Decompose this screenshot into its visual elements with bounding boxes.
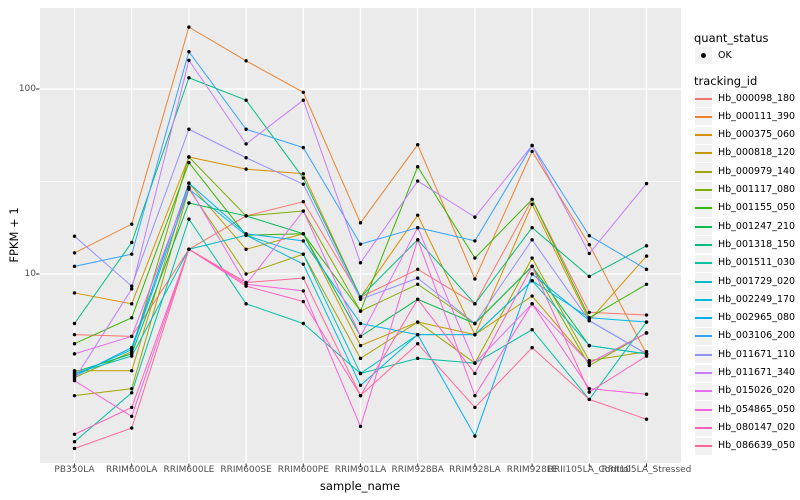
legend-line-icon: [695, 262, 712, 265]
x-tick-label-RRII105LA_Stressed: RRII105LA_Stressed: [601, 465, 692, 475]
legend-line-icon: [695, 335, 712, 338]
legend-label-Hb_002249_170: Hb_002249_170: [718, 293, 796, 305]
legend-key-Hb_001729_020: [695, 273, 712, 290]
ok-point-icon: [701, 53, 706, 58]
legend-key-Hb_001247_210: [695, 218, 712, 236]
legend-line-icon: [695, 189, 712, 191]
y-tick-label-10: 10: [24, 269, 36, 279]
legend-label-Hb_011671_340: Hb_011671_340: [718, 367, 796, 378]
legend-label-Hb_000111_390: Hb_000111_390: [718, 110, 796, 122]
legend-label-Hb_002965_080: Hb_002965_080: [718, 312, 796, 324]
legend-label-ok: OK: [718, 49, 732, 61]
legend-key-Hb_001511_030: [695, 254, 712, 272]
legend-title-tracking-id: tracking_id: [694, 74, 758, 88]
x-tick-label-RRIM600SE: RRIM600SE: [220, 465, 272, 475]
legend-key-ok: [695, 47, 712, 64]
legend-key-Hb_001318_150: [695, 236, 712, 254]
legend-line-icon: [695, 97, 712, 100]
legend-label-Hb_000979_140: Hb_000979_140: [718, 165, 796, 177]
y-tick-label-100: 100: [18, 84, 36, 94]
legend-line-icon: [695, 372, 712, 374]
legend-line-icon: [695, 243, 712, 246]
legend-line-icon: [695, 134, 712, 137]
legend-line-icon: [695, 298, 712, 301]
x-tick-label-RRII105LA_Control: RRII105LA_Control: [547, 465, 631, 475]
legend-key-Hb_001155_050: [695, 199, 712, 217]
x-tick-label-RRIM928BA: RRIM928BA: [391, 465, 444, 475]
legend-label-Hb_001117_080: Hb_001117_080: [718, 184, 796, 195]
legend-line-icon: [695, 317, 712, 320]
legend-key-Hb_011671_340: [695, 364, 712, 382]
legend-key-Hb_015026_020: [695, 382, 712, 400]
legend-label-Hb_086639_050: Hb_086639_050: [718, 440, 796, 452]
legend-label-Hb_001247_210: Hb_001247_210: [718, 220, 796, 232]
legend-label-Hb_001155_050: Hb_001155_050: [718, 202, 796, 214]
x-axis-title: sample_name: [319, 479, 401, 493]
legend-label-Hb_000098_180: Hb_000098_180: [718, 92, 796, 104]
legend-label-Hb_001729_020: Hb_001729_020: [718, 275, 796, 287]
legend-line-icon: [695, 225, 712, 228]
legend-key-Hb_000375_060: [695, 126, 712, 144]
legend-line-icon: [695, 170, 712, 173]
legend-key-Hb_003106_200: [695, 327, 712, 345]
legend-line-icon: [695, 445, 712, 448]
x-tick-label-RRIM600LA: RRIM600LA: [105, 465, 158, 475]
legend-line-icon: [695, 353, 712, 356]
legend-key-Hb_001117_080: [695, 181, 712, 199]
legend-label-Hb_001511_030: Hb_001511_030: [718, 257, 796, 269]
legend-line-icon: [695, 152, 712, 155]
legend-label-Hb_015026_020: Hb_015026_020: [718, 385, 796, 397]
x-tick-label-RRIM928LE: RRIM928LE: [506, 465, 558, 475]
legend-line-icon: [695, 207, 712, 210]
legend-line-icon: [695, 390, 712, 393]
legend-key-Hb_000818_120: [695, 144, 712, 162]
legend-label-Hb_003106_200: Hb_003106_200: [718, 330, 796, 342]
legend-line-icon: [695, 426, 712, 429]
legend-key-Hb_086639_050: [695, 437, 712, 455]
x-tick-label-RRIM928LA: RRIM928LA: [449, 465, 501, 475]
plot-panel: [40, 8, 681, 463]
x-tick-label-RRIM901LA: RRIM901LA: [334, 465, 387, 475]
y-axis-title: FPKM + 1: [7, 207, 21, 263]
legend-key-Hb_002249_170: [695, 291, 712, 309]
legend-key-Hb_002965_080: [695, 309, 712, 327]
legend-label-Hb_054865_050: Hb_054865_050: [718, 403, 796, 415]
legend-label-Hb_011671_110: Hb_011671_110: [718, 348, 796, 360]
legend-key-Hb_000111_390: [695, 108, 712, 126]
legend-label-Hb_080147_020: Hb_080147_020: [718, 421, 796, 433]
legend-label-Hb_000818_120: Hb_000818_120: [718, 147, 796, 159]
x-tick-label-PB350LA: PB350LA: [54, 465, 95, 475]
legend-title-quant-status: quant_status: [694, 31, 769, 45]
legend-key-Hb_011671_110: [695, 346, 712, 364]
legend-key-Hb_080147_020: [695, 419, 712, 437]
x-tick-label-RRIM600LE: RRIM600LE: [163, 465, 215, 475]
legend-label-Hb_000375_060: Hb_000375_060: [718, 129, 796, 141]
legend-line-icon: [695, 408, 712, 411]
legend-label-Hb_001318_150: Hb_001318_150: [718, 238, 796, 250]
legend-key-Hb_054865_050: [695, 401, 712, 419]
legend-line-icon: [695, 115, 712, 118]
x-tick-label-RRIM600PE: RRIM600PE: [277, 465, 329, 475]
legend-line-icon: [695, 280, 712, 283]
legend-key-Hb_000979_140: [695, 163, 712, 181]
legend-key-Hb_000098_180: [695, 90, 712, 107]
